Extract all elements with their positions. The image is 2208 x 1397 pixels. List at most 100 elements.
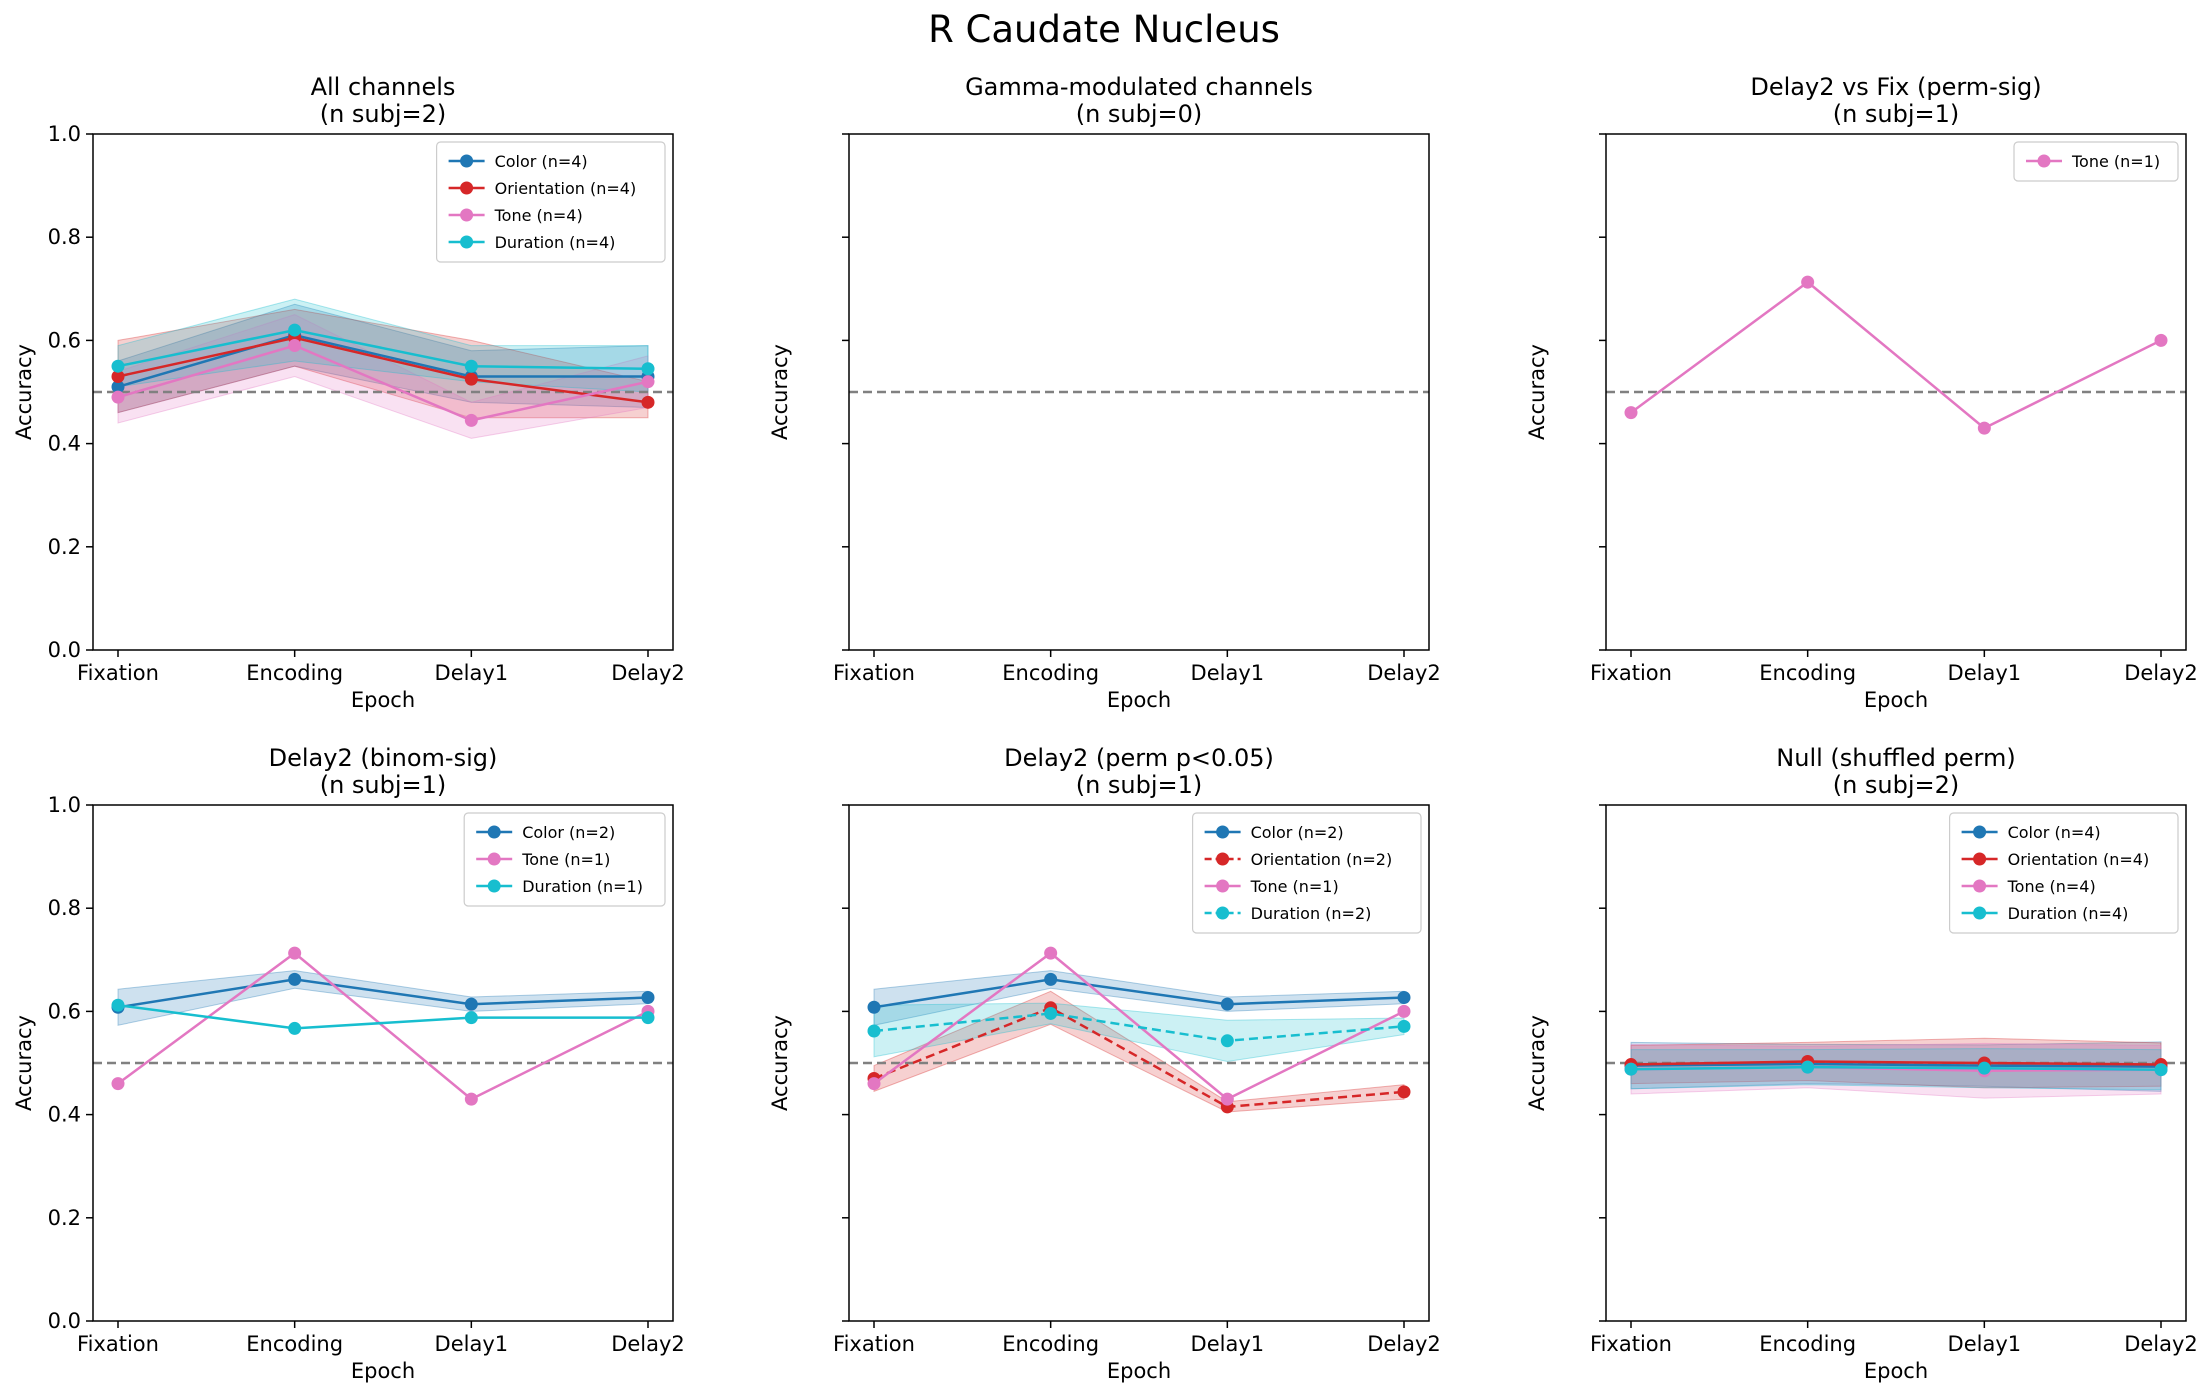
panel-5-series-duration-point [1397, 1019, 1411, 1033]
panel-1-band-orientation [117, 308, 649, 419]
panel-4-xlabel: Epoch [351, 1359, 415, 1383]
panel-3-series-tone-point [1977, 421, 1991, 435]
panel-5-legend-label-tone: Tone (n=1) [1250, 877, 1339, 896]
panel-5-series-tone-point [1397, 1004, 1411, 1018]
panel-2-xtick-label: Encoding [1002, 661, 1099, 685]
panel-4-ytick-label: 0.4 [48, 1103, 81, 1127]
panel-3-legend-box [2013, 141, 2179, 182]
panel-1-ytick-label: 0.4 [48, 432, 81, 456]
panel-1-series-orientation-point [464, 372, 478, 386]
panel-1-series-tone-point [288, 339, 302, 353]
panel-4-xtick-label: Delay1 [435, 1332, 509, 1356]
panel-4-legend-box [463, 812, 666, 907]
panel-4-ytick-label: 0.6 [48, 999, 81, 1023]
panel-6-xtick-label: Delay1 [1948, 1332, 2022, 1356]
panel-1-ytick-label: 1.0 [48, 122, 81, 146]
panel-1-series-orientation-line [117, 336, 649, 404]
panel-1-series-duration-point [641, 362, 655, 376]
panel-5-legend-label-duration: Duration (n=2) [1251, 904, 1372, 923]
panel-5-legend-marker-duration [1216, 906, 1230, 920]
panel-6-series-color-line [1630, 1062, 2162, 1068]
panel-4-legend-label-tone: Tone (n=1) [521, 850, 610, 869]
panel-4-series-duration-line [117, 1003, 648, 1030]
panel-4-series-tone-point [111, 1077, 125, 1091]
panel-3-series-tone-point [1624, 406, 1638, 420]
panel-1-series-duration-point [464, 359, 478, 373]
panel-6-subtitle: (n subj=2) [1833, 771, 1960, 799]
panel-3-xtick-label: Delay2 [2124, 661, 2198, 685]
panel-5-series-tone-point [867, 1077, 881, 1091]
panel-5-legend-label-orientation: Orientation (n=2) [1251, 850, 1393, 869]
panel-5-series-orientation-point [1397, 1085, 1411, 1099]
panel-5-frame [848, 804, 1430, 1322]
panel-4-legend-marker-color [487, 825, 501, 839]
panel-1-xlabel: Epoch [351, 688, 415, 712]
panel-5-title: Delay2 (perm p<0.05) [1004, 744, 1274, 772]
panel-6-legend: Color (n=4) Orientation (n=4) Tone (n=4) Du… [1948, 812, 2179, 934]
panel-2: Gamma-modulated channels(n subj=0) Fixati… [768, 73, 1441, 712]
panel-4-xtick-label: Delay2 [611, 1332, 685, 1356]
panel-3-series-tone-point [1801, 275, 1815, 289]
panel-5-band-orientation [873, 990, 1405, 1113]
panel-1-series-tone-point [111, 390, 125, 404]
panel-6-xlabel: Epoch [1864, 1359, 1928, 1383]
panel-4-legend-marker-tone [487, 852, 501, 866]
panel-3-legend: Tone (n=1) [2013, 141, 2179, 182]
panel-4-legend-marker-duration [487, 879, 501, 893]
panel-5-legend-box [1191, 812, 1422, 934]
panel-5-series-orientation-line [873, 1006, 1405, 1109]
panel-6-series-duration-point [1977, 1061, 1991, 1075]
panel-1-series-orientation-point [641, 395, 655, 409]
panel-3-subtitle: (n subj=1) [1833, 100, 1960, 128]
panel-6-xtick-label: Fixation [1590, 1332, 1672, 1356]
panel-3-xtick-label: Delay1 [1948, 661, 2022, 685]
panel-4-series-tone-line [117, 951, 649, 1101]
panel-3-legend-label-tone: Tone (n=1) [2071, 152, 2160, 171]
panel-2-xtick-label: Fixation [833, 661, 915, 685]
panel-4-series-tone-point [288, 946, 302, 960]
panel-1-series-duration-point [111, 359, 125, 373]
panel-6-ylabel: Accuracy [1525, 1015, 1549, 1111]
panel-1-series-tone-point [464, 413, 478, 427]
panel-5-xtick-label: Delay2 [1367, 1332, 1441, 1356]
panel-1-legend-marker-duration [460, 235, 474, 249]
panel-1: All channels(n subj=2) 0.0 0.2 0.4 0.6 0.8 1.0… [12, 73, 685, 712]
panel-4-legend: Color (n=2) Tone (n=1) Duration (n=1) [463, 812, 666, 907]
panel-1-frame [92, 133, 674, 651]
panel-4-ylabel: Accuracy [12, 1015, 36, 1111]
panel-4: Delay2 (binom-sig)(n subj=1) 0.0 0.2 0.4 0.6… [12, 744, 685, 1383]
panel-4-series-tone-point [464, 1092, 478, 1106]
panel-1-legend-label-duration: Duration (n=4) [495, 233, 616, 252]
panel-5-series-tone-point [1220, 1092, 1234, 1106]
panel-1-legend-box [436, 141, 666, 263]
panel-4-ytick-label: 0.2 [48, 1206, 81, 1230]
panel-4-series-duration-point [288, 1021, 302, 1035]
panel-6-legend-label-tone: Tone (n=4) [2007, 877, 2096, 896]
panel-1-ylabel: Accuracy [12, 344, 36, 440]
panel-5-xtick-label: Fixation [833, 1332, 915, 1356]
panel-5-series-color-line [873, 978, 1405, 1009]
panel-1-ytick-label: 0.8 [48, 225, 81, 249]
panel-4-series-color-point [288, 972, 302, 986]
panel-2-title: Gamma-modulated channels [965, 73, 1313, 101]
panel-5-subtitle: (n subj=1) [1076, 771, 1203, 799]
panel-1-xtick-label: Encoding [246, 661, 343, 685]
panel-6-legend-box [1948, 812, 2179, 934]
panel-1-series-duration-point [288, 323, 302, 337]
panel-1-xtick-label: Fixation [77, 661, 159, 685]
panel-3: Delay2 vs Fix (perm-sig)(n subj=1) Fixati… [1525, 73, 2198, 712]
panel-3-series-tone-point [2154, 333, 2168, 347]
panel-5-ylabel: Accuracy [768, 1015, 792, 1111]
panel-6-frame [1605, 804, 2187, 1322]
panel-5-series-color-point [1220, 997, 1234, 1011]
panel-5-series-color-point [1044, 972, 1058, 986]
panel-5-series-duration-point [1220, 1034, 1234, 1048]
panel-5: Delay2 (perm p<0.05)(n subj=1) Fixation En… [768, 744, 1441, 1383]
panel-4-series-color-point [464, 997, 478, 1011]
panel-5-xlabel: Epoch [1107, 1359, 1171, 1383]
panel-4-title: Delay2 (binom-sig) [269, 744, 498, 772]
panel-5-xtick-label: Encoding [1002, 1332, 1099, 1356]
panel-3-ylabel: Accuracy [1525, 344, 1549, 440]
panel-4-legend-label-duration: Duration (n=1) [522, 877, 643, 896]
